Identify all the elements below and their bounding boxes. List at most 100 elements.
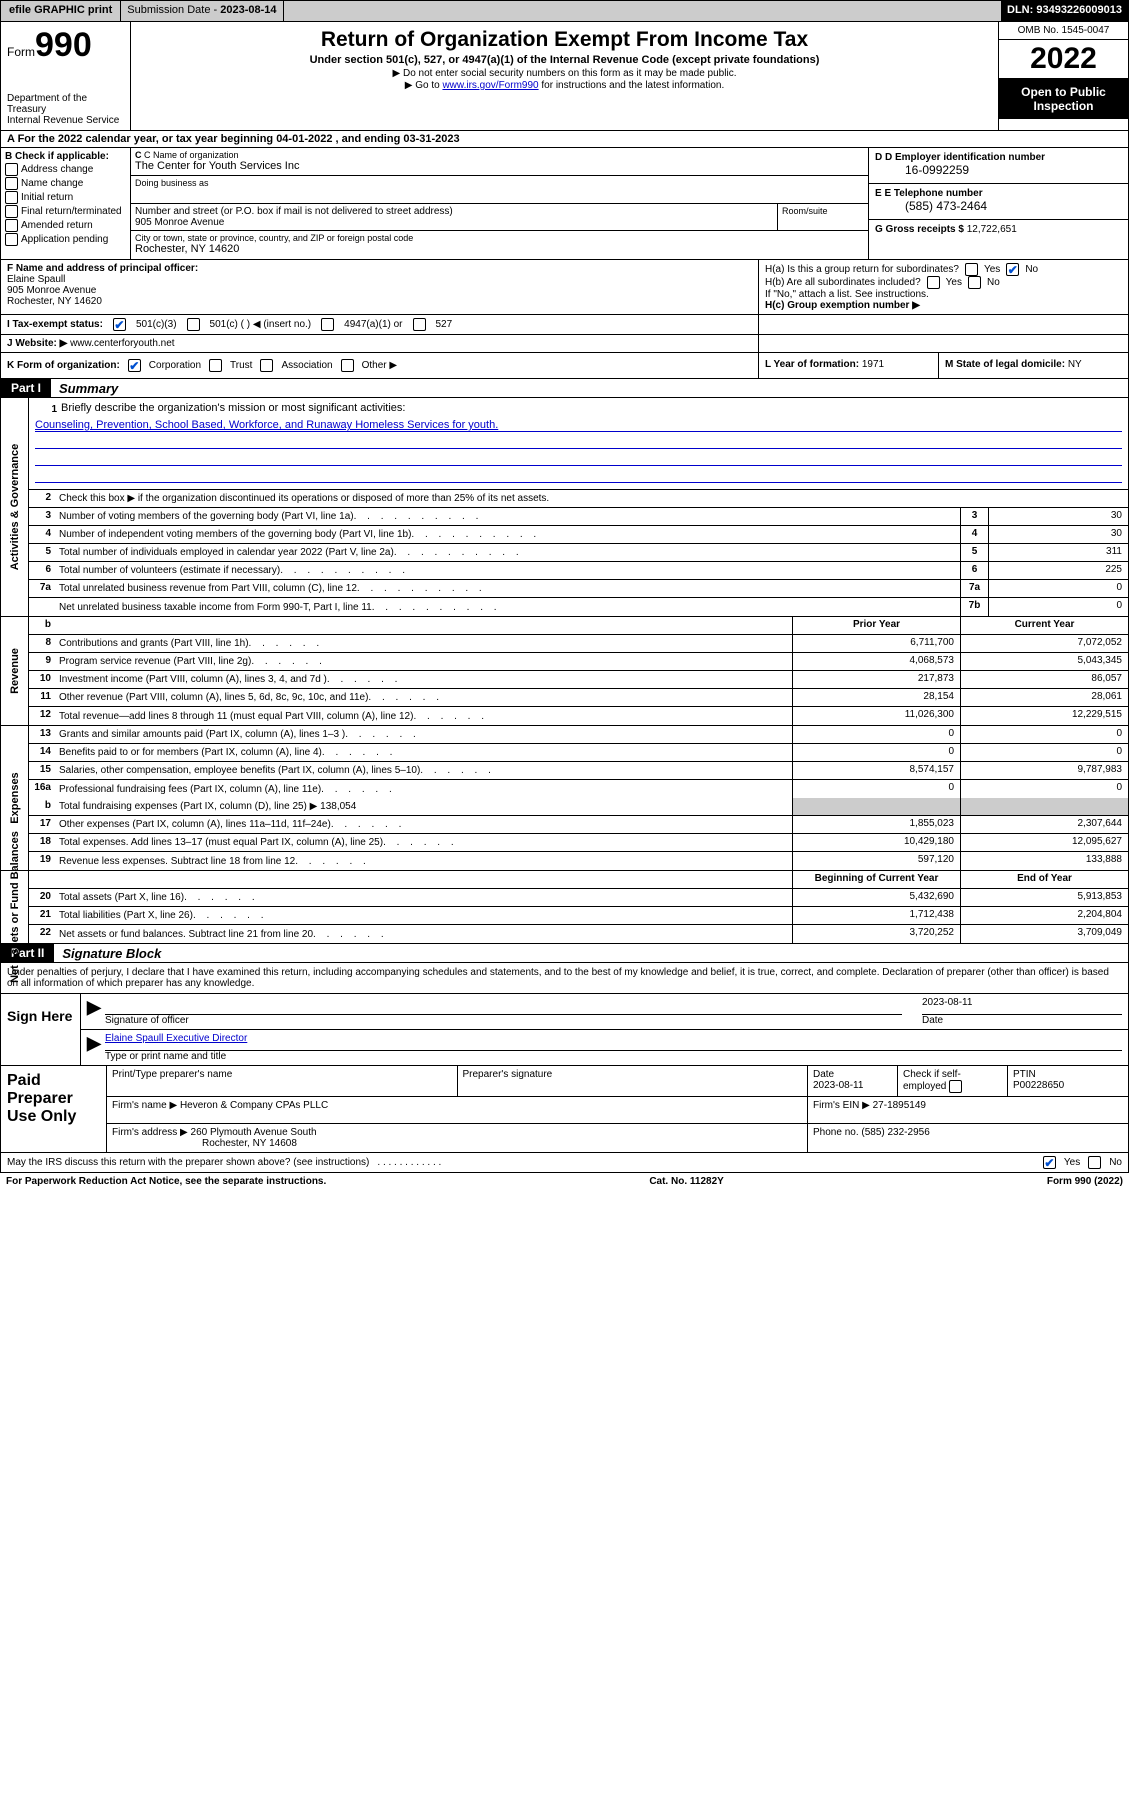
room-label: Room/suite	[778, 204, 868, 230]
4947-checkbox[interactable]	[321, 318, 334, 331]
k-other-checkbox[interactable]	[341, 359, 354, 372]
submission-date-label: Submission Date - 2023-08-14	[121, 1, 283, 21]
officer-name-label: Type or print name and title	[105, 1051, 1122, 1062]
tel-value: (585) 473-2464	[875, 199, 1122, 213]
k-label: K Form of organization:	[7, 360, 120, 371]
part-i-title: Summary	[59, 381, 118, 396]
discuss-yes-checkbox[interactable]	[1043, 1156, 1056, 1169]
form-number: 990	[35, 26, 92, 64]
header-center: Return of Organization Exempt From Incom…	[131, 22, 998, 130]
penalty-text: Under penalties of perjury, I declare th…	[0, 963, 1129, 994]
checkbox-final-return[interactable]	[5, 205, 18, 218]
hc-label: H(c) Group exemption number ▶	[765, 300, 1122, 311]
arrow-icon: ▶	[87, 997, 105, 1026]
inspection-badge: Open to Public Inspection	[999, 79, 1128, 119]
footer-line: For Paperwork Reduction Act Notice, see …	[0, 1173, 1129, 1190]
irs-text: Internal Revenue Service	[7, 115, 124, 126]
f-name: Elaine Spaull	[7, 274, 752, 285]
topbar-spacer	[284, 1, 1002, 21]
arrow-icon: ▶	[87, 1033, 105, 1062]
col-d: D D Employer identification number 16-09…	[868, 148, 1128, 259]
topbar: efile GRAPHIC print Submission Date - 20…	[0, 0, 1129, 22]
501c-checkbox[interactable]	[187, 318, 200, 331]
firm-ein-label: Firm's EIN ▶	[813, 1100, 873, 1111]
tel-label: E E Telephone number	[875, 188, 983, 199]
k-assoc-checkbox[interactable]	[260, 359, 273, 372]
checkbox-amended[interactable]	[5, 219, 18, 232]
section-net-assets: Net Assets or Fund Balances Beginning of…	[0, 871, 1129, 944]
self-employed-checkbox[interactable]	[949, 1080, 962, 1093]
ha-yes-checkbox[interactable]	[965, 263, 978, 276]
signature-label: Signature of officer	[105, 1015, 902, 1026]
row-klm: K Form of organization: Corporation Trus…	[0, 353, 1129, 379]
part-ii-header-row: Part II Signature Block	[0, 944, 1129, 963]
form-title: Return of Organization Exempt From Incom…	[135, 28, 994, 52]
summary-row: 4Number of independent voting members of…	[29, 526, 1128, 544]
officer-name-link[interactable]: Elaine Spaull Executive Director	[105, 1033, 247, 1044]
efile-print-button[interactable]: efile GRAPHIC print	[1, 1, 121, 21]
l1-desc: Briefly describe the organization's miss…	[61, 402, 1122, 417]
ein-label: D D Employer identification number	[875, 152, 1045, 163]
header-left: Form990 Department of the Treasury Inter…	[1, 22, 131, 130]
ha-row: H(a) Is this a group return for subordin…	[765, 263, 1122, 276]
checkbox-initial-return[interactable]	[5, 191, 18, 204]
summary-row: 6Total number of volunteers (estimate if…	[29, 562, 1128, 580]
instruction-2: ▶ Go to www.irs.gov/Form990 for instruct…	[135, 80, 994, 91]
j-value: www.centerforyouth.net	[70, 338, 175, 349]
hb-yes-checkbox[interactable]	[927, 276, 940, 289]
hb-note: If "No," attach a list. See instructions…	[765, 289, 1122, 300]
section-expenses: Expenses 13Grants and similar amounts pa…	[0, 726, 1129, 871]
city-value: Rochester, NY 14620	[135, 243, 864, 255]
paid-preparer-label: Paid Preparer Use Only	[1, 1066, 107, 1152]
checkbox-name-change[interactable]	[5, 177, 18, 190]
discuss-no-checkbox[interactable]	[1088, 1156, 1101, 1169]
501c3-checkbox[interactable]	[113, 318, 126, 331]
firm-name-label: Firm's name ▶	[112, 1100, 180, 1111]
summary-row: 5Total number of individuals employed in…	[29, 544, 1128, 562]
firm-phone-label: Phone no.	[813, 1127, 861, 1138]
gross-receipts: G Gross receipts $ 12,722,651	[875, 224, 1122, 235]
date-label: Date	[922, 1015, 1122, 1026]
form-subtitle: Under section 501(c), 527, or 4947(a)(1)…	[135, 54, 994, 66]
summary-row: 8Contributions and grants (Part VIII, li…	[29, 635, 1128, 653]
k-trust-checkbox[interactable]	[209, 359, 222, 372]
checkbox-app-pending[interactable]	[5, 233, 18, 246]
dln: DLN: 93493226009013	[1001, 1, 1128, 21]
dba-label: Doing business as	[135, 178, 864, 188]
k-corp-checkbox[interactable]	[128, 359, 141, 372]
row-i: I Tax-exempt status: 501(c)(3) 501(c) ( …	[0, 315, 1129, 335]
f-label: F Name and address of principal officer:	[7, 263, 752, 274]
summary-row: 18Total expenses. Add lines 13–17 (must …	[29, 834, 1128, 852]
checkbox-address-change[interactable]	[5, 163, 18, 176]
summary-row: 7aTotal unrelated business revenue from …	[29, 580, 1128, 598]
part-i-header-row: Part I Summary	[0, 379, 1129, 398]
org-name-value: The Center for Youth Services Inc	[135, 160, 864, 172]
527-checkbox[interactable]	[413, 318, 426, 331]
vtab-net: Net Assets or Fund Balances	[1, 871, 29, 943]
l-cell: L Year of formation: 1971	[758, 353, 938, 378]
begin-year-header: Beginning of Current Year	[792, 871, 960, 888]
mission-link[interactable]: Counseling, Prevention, School Based, Wo…	[35, 419, 1122, 432]
summary-row: 3Number of voting members of the governi…	[29, 508, 1128, 526]
ptin-label: PTIN	[1013, 1069, 1123, 1080]
dept-text: Department of the Treasury	[7, 93, 124, 115]
f-addr1: 905 Monroe Avenue	[7, 285, 752, 296]
sign-here-label: Sign Here	[1, 994, 81, 1065]
vtab-revenue: Revenue	[1, 617, 29, 725]
summary-row: Net unrelated business taxable income fr…	[29, 598, 1128, 616]
city-label: City or town, state or province, country…	[135, 233, 864, 243]
hb-no-checkbox[interactable]	[968, 276, 981, 289]
irs-link[interactable]: www.irs.gov/Form990	[442, 80, 538, 91]
form-990-link: Form 990 (2022)	[1047, 1176, 1123, 1187]
ha-no-checkbox[interactable]	[1006, 263, 1019, 276]
street-label: Number and street (or P.O. box if mail i…	[135, 206, 773, 217]
col-b-header: B Check if applicable:	[5, 151, 109, 162]
section-governance: Activities & Governance 1 Briefly descri…	[0, 398, 1129, 617]
current-year-header: Current Year	[960, 617, 1128, 634]
header-right: OMB No. 1545-0047 2022 Open to Public In…	[998, 22, 1128, 130]
summary-row: 20Total assets (Part X, line 16) . . . .…	[29, 889, 1128, 907]
prep-date-label: Date	[813, 1069, 892, 1080]
summary-row: 12Total revenue—add lines 8 through 11 (…	[29, 707, 1128, 725]
part-ii-title: Signature Block	[62, 946, 161, 961]
i-label: I Tax-exempt status:	[7, 319, 103, 330]
